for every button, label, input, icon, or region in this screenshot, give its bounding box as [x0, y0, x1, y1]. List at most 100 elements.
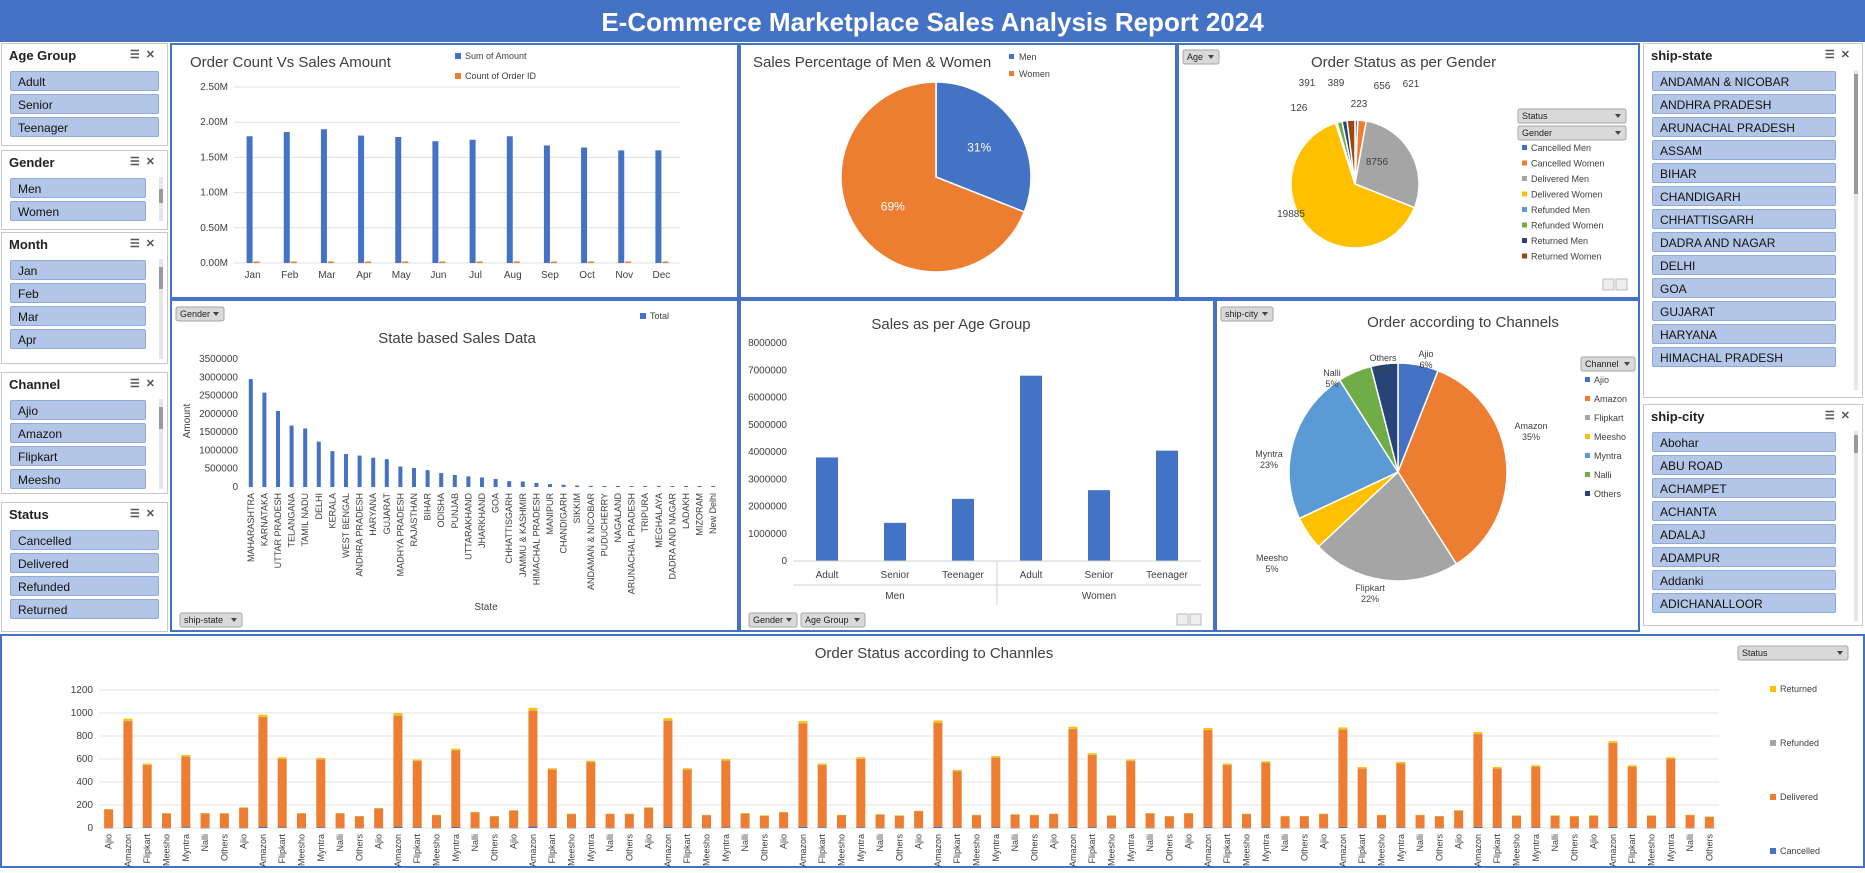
clear-filter-icon[interactable]: ✕	[1840, 410, 1856, 422]
multi-select-icon[interactable]: ☰	[129, 49, 146, 61]
slicer-item-achampet[interactable]: ACHAMPET	[1652, 478, 1836, 498]
bar-cancelled	[142, 827, 152, 828]
slicer-item-arunachal-pradesh[interactable]: ARUNACHAL PRADESH	[1652, 117, 1836, 137]
bar-returned	[1338, 727, 1348, 730]
clear-filter-icon[interactable]: ✕	[145, 238, 161, 250]
slicer-item-women[interactable]: Women	[10, 201, 146, 221]
slicer-item-assam[interactable]: ASSAM	[1652, 140, 1836, 160]
x-tick: Jun	[430, 270, 446, 281]
expand-icon[interactable]	[1602, 278, 1615, 291]
gender-filter-button[interactable]: Gender	[175, 306, 225, 322]
slicer-item-returned[interactable]: Returned	[10, 599, 159, 619]
bar-returned	[547, 768, 557, 770]
clear-filter-icon[interactable]: ✕	[145, 156, 161, 168]
bar-cancelled	[837, 827, 846, 829]
multi-select-icon[interactable]: ☰	[129, 156, 146, 168]
clear-filter-icon[interactable]: ✕	[1840, 49, 1856, 61]
bar-returned	[1589, 815, 1599, 816]
multi-select-icon[interactable]: ☰	[1824, 49, 1841, 61]
slicer-item-goa[interactable]: GOA	[1652, 278, 1836, 298]
bar-cancelled	[1126, 827, 1136, 828]
slicer-item-chandigarh[interactable]: CHANDIGARH	[1652, 186, 1836, 206]
age-group-filter-button[interactable]: Age Group	[800, 612, 866, 628]
gender-filter-button-box	[175, 306, 225, 322]
bar-delivered	[837, 815, 846, 828]
slicer-item-jan[interactable]: Jan	[10, 260, 146, 280]
age-filter-button[interactable]: Age	[1182, 49, 1220, 65]
expand-icon[interactable]	[1176, 613, 1189, 626]
x-tick: Flipkart	[142, 834, 152, 864]
slicer-item-delhi[interactable]: DELHI	[1652, 255, 1836, 275]
bar-cancelled	[1068, 826, 1078, 828]
slicer-item-adalaj[interactable]: ADALAJ	[1652, 524, 1836, 544]
x-tick: Others	[1434, 834, 1444, 862]
slicer-item-dadra-and-nagar[interactable]: DADRA AND NAGAR	[1652, 232, 1836, 252]
bar-returned	[1261, 761, 1271, 763]
bar-returned	[798, 721, 808, 724]
bar-delivered	[528, 710, 538, 827]
bar-delivered	[1049, 813, 1059, 828]
slicer-item-achanta[interactable]: ACHANTA	[1652, 501, 1836, 521]
dropdown-arrow-icon	[1615, 131, 1621, 135]
slicer-item-flipkart[interactable]: Flipkart	[10, 446, 146, 466]
multi-select-icon[interactable]: ☰	[1824, 410, 1841, 422]
slicer-item-men[interactable]: Men	[10, 178, 146, 198]
bar-returned	[817, 763, 827, 765]
slicer-item-mar[interactable]: Mar	[10, 306, 146, 326]
bar-cancelled	[1049, 827, 1059, 829]
slicer-item-adampur[interactable]: ADAMPUR	[1652, 547, 1836, 567]
slicer-item-cancelled[interactable]: Cancelled	[10, 530, 159, 550]
slicer-item-teenager[interactable]: Teenager	[10, 117, 159, 137]
channel-filter-button[interactable]: Channel	[1580, 356, 1636, 372]
gender-filter-button[interactable]: Gender	[748, 612, 798, 628]
clear-filter-icon[interactable]: ✕	[145, 508, 161, 520]
slicer-item-chhattisgarh[interactable]: CHHATTISGARH	[1652, 209, 1836, 229]
status-filter-button[interactable]: Status	[1737, 645, 1849, 661]
slicer-item-meesho[interactable]: Meesho	[10, 469, 146, 489]
clear-filter-icon[interactable]: ✕	[145, 378, 161, 390]
slicer-item-abohar[interactable]: Abohar	[1652, 432, 1836, 452]
ship-state-filter-button[interactable]: ship-state	[179, 612, 243, 628]
scrollbar[interactable]	[159, 177, 163, 221]
scrollbar[interactable]	[1854, 431, 1858, 621]
x-tick: Myntra	[316, 834, 326, 862]
slicer-item-addanki[interactable]: Addanki	[1652, 570, 1836, 590]
slicer-item-apr[interactable]: Apr	[10, 329, 146, 349]
slicer-item-ajio[interactable]: Ajio	[10, 400, 146, 420]
collapse-icon[interactable]	[1189, 613, 1202, 626]
bar-returned	[663, 718, 673, 721]
collapse-icon[interactable]	[1615, 278, 1628, 291]
scrollbar[interactable]	[159, 399, 163, 489]
slicer-item-andhra-pradesh[interactable]: ANDHRA PRADESH	[1652, 94, 1836, 114]
slicer-item-delivered[interactable]: Delivered	[10, 553, 159, 573]
bar-cancelled	[586, 827, 596, 828]
slicer-item-adichanalloor[interactable]: ADICHANALLOOR	[1652, 593, 1836, 613]
slicer-item-andaman-nicobar[interactable]: ANDAMAN & NICOBAR	[1652, 71, 1836, 91]
slicer-item-amazon[interactable]: Amazon	[10, 423, 146, 443]
gender-filter-button[interactable]: Gender	[1517, 125, 1627, 141]
bar-returned	[1377, 814, 1386, 816]
multi-select-icon[interactable]: ☰	[129, 378, 146, 390]
slicer-item-gujarat[interactable]: GUJARAT	[1652, 301, 1836, 321]
bar-delivered	[644, 807, 654, 828]
y-tick: 500000	[205, 464, 239, 475]
x-tick: Amazon	[1068, 834, 1078, 867]
chart-title: Order Count Vs Sales Amount	[190, 54, 392, 71]
slicer-item-refunded[interactable]: Refunded	[10, 576, 159, 596]
scrollbar[interactable]	[1854, 70, 1858, 390]
multi-select-icon[interactable]: ☰	[129, 238, 146, 250]
ship-city-filter-button[interactable]: ship-city	[1220, 306, 1274, 322]
slicer-item-senior[interactable]: Senior	[10, 94, 159, 114]
slicer-item-abu-road[interactable]: ABU ROAD	[1652, 455, 1836, 475]
multi-select-icon[interactable]: ☰	[129, 508, 146, 520]
slicer-item-bihar[interactable]: BIHAR	[1652, 163, 1836, 183]
scrollbar[interactable]	[159, 259, 163, 359]
x-tick: Ajio	[914, 834, 924, 849]
slicer-item-feb[interactable]: Feb	[10, 283, 146, 303]
status-filter-button[interactable]: Status	[1517, 108, 1627, 124]
bar-cancelled	[1415, 827, 1425, 829]
clear-filter-icon[interactable]: ✕	[145, 49, 161, 61]
slicer-item-himachal-pradesh[interactable]: HIMACHAL PRADESH	[1652, 347, 1836, 367]
slicer-item-haryana[interactable]: HARYANA	[1652, 324, 1836, 344]
slicer-item-adult[interactable]: Adult	[10, 71, 159, 91]
